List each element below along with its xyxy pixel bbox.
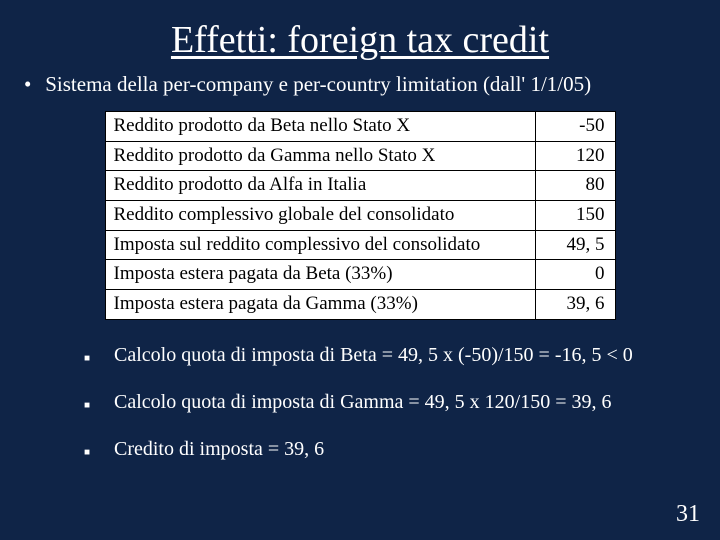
bullet-list: ■ Calcolo quota di imposta di Beta = 49,… bbox=[84, 342, 666, 463]
square-bullet-icon: ■ bbox=[84, 389, 114, 413]
list-item-text: Credito di imposta = 39, 6 bbox=[114, 436, 666, 463]
cell-label: Reddito prodotto da Gamma nello Stato X bbox=[105, 141, 535, 171]
table-body: Reddito prodotto da Beta nello Stato X-5… bbox=[105, 112, 615, 320]
list-item: ■ Credito di imposta = 39, 6 bbox=[84, 436, 666, 463]
slide-title: Effetti: foreign tax credit bbox=[24, 18, 696, 62]
cell-value: 39, 6 bbox=[535, 290, 615, 320]
table-row: Imposta estera pagata da Gamma (33%)39, … bbox=[105, 290, 615, 320]
slide: Effetti: foreign tax credit • Sistema de… bbox=[0, 0, 720, 540]
cell-value: 80 bbox=[535, 171, 615, 201]
table-row: Reddito prodotto da Gamma nello Stato X1… bbox=[105, 141, 615, 171]
list-item-text: Calcolo quota di imposta di Beta = 49, 5… bbox=[114, 342, 666, 369]
cell-value: 120 bbox=[535, 141, 615, 171]
bullet-icon: • bbox=[24, 72, 40, 97]
cell-value: 150 bbox=[535, 201, 615, 231]
table-row: Reddito prodotto da Alfa in Italia80 bbox=[105, 171, 615, 201]
data-table: Reddito prodotto da Beta nello Stato X-5… bbox=[105, 111, 616, 320]
cell-value: 49, 5 bbox=[535, 230, 615, 260]
cell-label: Reddito prodotto da Beta nello Stato X bbox=[105, 112, 535, 142]
cell-label: Reddito prodotto da Alfa in Italia bbox=[105, 171, 535, 201]
list-item: ■ Calcolo quota di imposta di Beta = 49,… bbox=[84, 342, 666, 369]
cell-label: Imposta sul reddito complessivo del cons… bbox=[105, 230, 535, 260]
list-item-text: Calcolo quota di imposta di Gamma = 49, … bbox=[114, 389, 666, 416]
table-row: Reddito prodotto da Beta nello Stato X-5… bbox=[105, 112, 615, 142]
table-row: Imposta sul reddito complessivo del cons… bbox=[105, 230, 615, 260]
slide-subtitle-row: • Sistema della per-company e per-countr… bbox=[24, 72, 696, 97]
cell-value: -50 bbox=[535, 112, 615, 142]
cell-label: Imposta estera pagata da Beta (33%) bbox=[105, 260, 535, 290]
list-item: ■ Calcolo quota di imposta di Gamma = 49… bbox=[84, 389, 666, 416]
table-row: Reddito complessivo globale del consolid… bbox=[105, 201, 615, 231]
table-container: Reddito prodotto da Beta nello Stato X-5… bbox=[24, 111, 696, 320]
cell-value: 0 bbox=[535, 260, 615, 290]
cell-label: Reddito complessivo globale del consolid… bbox=[105, 201, 535, 231]
square-bullet-icon: ■ bbox=[84, 436, 114, 460]
square-bullet-icon: ■ bbox=[84, 342, 114, 366]
table-row: Imposta estera pagata da Beta (33%)0 bbox=[105, 260, 615, 290]
cell-label: Imposta estera pagata da Gamma (33%) bbox=[105, 290, 535, 320]
slide-subtitle: Sistema della per-company e per-country … bbox=[45, 72, 591, 96]
page-number: 31 bbox=[676, 501, 700, 528]
